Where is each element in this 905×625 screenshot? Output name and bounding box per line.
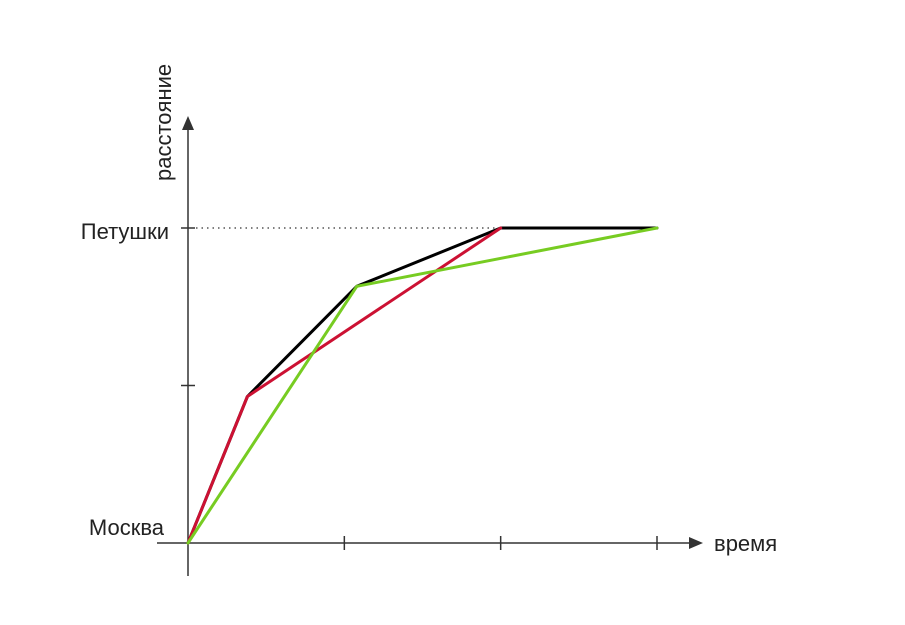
series-line-3: [186, 226, 659, 545]
y-tick-label-petushki: Петушки: [81, 219, 169, 244]
y-axis-arrow: [182, 116, 194, 130]
x-axis-label: время: [714, 531, 777, 556]
x-axis-arrow: [689, 537, 703, 549]
series-line-1: [186, 226, 659, 545]
y-tick-label-moskva: Москва: [89, 515, 165, 540]
y-axis-label: расстояние: [151, 64, 176, 181]
series-line-2: [186, 226, 503, 545]
